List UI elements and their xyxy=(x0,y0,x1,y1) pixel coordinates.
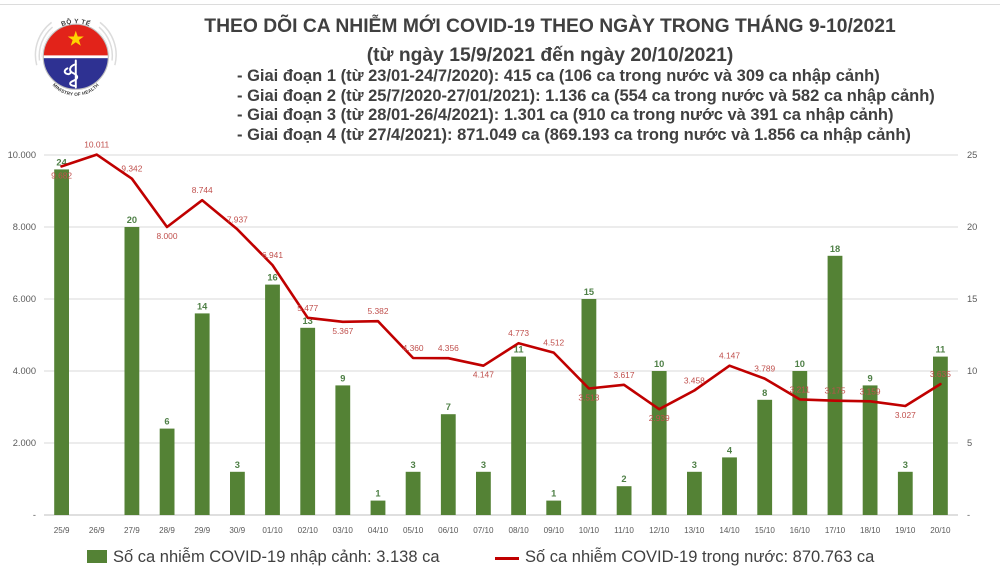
svg-text:16: 16 xyxy=(267,273,277,283)
svg-text:15: 15 xyxy=(967,294,977,304)
svg-text:4: 4 xyxy=(727,445,733,455)
svg-text:27/9: 27/9 xyxy=(124,526,140,535)
svg-text:10/10: 10/10 xyxy=(579,526,600,535)
svg-text:3.027: 3.027 xyxy=(895,410,916,420)
svg-text:19/10: 19/10 xyxy=(895,526,916,535)
svg-text:12/10: 12/10 xyxy=(649,526,670,535)
svg-text:2.000: 2.000 xyxy=(13,438,36,448)
svg-text:18/10: 18/10 xyxy=(860,526,881,535)
svg-text:20/10: 20/10 xyxy=(930,526,951,535)
svg-text:10: 10 xyxy=(967,366,977,376)
svg-text:4.147: 4.147 xyxy=(719,351,740,361)
svg-text:3.159: 3.159 xyxy=(860,386,881,396)
svg-text:4.147: 4.147 xyxy=(473,370,494,380)
svg-text:08/10: 08/10 xyxy=(508,526,529,535)
svg-text:11: 11 xyxy=(935,345,945,355)
svg-text:09/10: 09/10 xyxy=(544,526,565,535)
svg-text:5.477: 5.477 xyxy=(297,303,318,313)
svg-text:4.512: 4.512 xyxy=(543,338,564,348)
svg-text:6.941: 6.941 xyxy=(262,250,283,260)
svg-text:2.939: 2.939 xyxy=(649,413,670,423)
svg-text:10: 10 xyxy=(654,359,664,369)
svg-text:17/10: 17/10 xyxy=(825,526,846,535)
svg-text:07/10: 07/10 xyxy=(473,526,494,535)
svg-text:3: 3 xyxy=(903,460,908,470)
svg-text:4.773: 4.773 xyxy=(508,328,529,338)
svg-text:14: 14 xyxy=(197,301,208,311)
svg-text:1: 1 xyxy=(375,489,380,499)
svg-text:3.458: 3.458 xyxy=(684,376,705,386)
svg-text:3.211: 3.211 xyxy=(790,384,811,394)
svg-text:3.175: 3.175 xyxy=(825,386,846,396)
svg-text:3: 3 xyxy=(235,460,240,470)
svg-text:6.000: 6.000 xyxy=(13,294,36,304)
svg-text:28/9: 28/9 xyxy=(159,526,175,535)
svg-text:03/10: 03/10 xyxy=(333,526,354,535)
svg-text:5.382: 5.382 xyxy=(368,306,389,316)
svg-text:3: 3 xyxy=(481,460,486,470)
svg-text:8.744: 8.744 xyxy=(192,185,213,195)
svg-text:3.635: 3.635 xyxy=(930,369,951,379)
svg-text:05/10: 05/10 xyxy=(403,526,424,535)
svg-text:10.011: 10.011 xyxy=(84,140,109,150)
svg-text:9: 9 xyxy=(340,373,345,383)
svg-text:4.356: 4.356 xyxy=(438,343,459,353)
svg-text:15: 15 xyxy=(584,287,594,297)
svg-text:13/10: 13/10 xyxy=(684,526,705,535)
svg-text:1: 1 xyxy=(551,489,556,499)
svg-text:01/10: 01/10 xyxy=(262,526,283,535)
svg-text:8: 8 xyxy=(762,388,767,398)
svg-text:20: 20 xyxy=(127,215,137,225)
svg-text:9.342: 9.342 xyxy=(121,164,142,174)
svg-text:6: 6 xyxy=(164,417,169,427)
svg-text:26/9: 26/9 xyxy=(89,526,105,535)
svg-text:7.937: 7.937 xyxy=(227,214,248,224)
svg-text:04/10: 04/10 xyxy=(368,526,389,535)
svg-text:30/9: 30/9 xyxy=(229,526,245,535)
svg-text:3: 3 xyxy=(411,460,416,470)
svg-text:14/10: 14/10 xyxy=(719,526,740,535)
svg-text:4.360: 4.360 xyxy=(403,343,424,353)
svg-text:25/9: 25/9 xyxy=(54,526,70,535)
svg-text:-: - xyxy=(967,510,970,520)
svg-text:3.617: 3.617 xyxy=(614,370,635,380)
svg-text:7: 7 xyxy=(446,402,451,412)
svg-text:10.000: 10.000 xyxy=(8,150,36,160)
svg-text:11/10: 11/10 xyxy=(614,526,634,535)
svg-text:06/10: 06/10 xyxy=(438,526,459,535)
svg-text:5.367: 5.367 xyxy=(332,326,353,336)
svg-text:10: 10 xyxy=(795,359,805,369)
svg-text:5: 5 xyxy=(967,438,972,448)
svg-text:18: 18 xyxy=(830,244,840,254)
svg-text:29/9: 29/9 xyxy=(194,526,210,535)
svg-text:-: - xyxy=(33,510,36,520)
svg-text:20: 20 xyxy=(967,222,977,232)
svg-text:9.682: 9.682 xyxy=(51,170,72,180)
svg-text:25: 25 xyxy=(967,150,977,160)
svg-text:8.000: 8.000 xyxy=(157,231,178,241)
svg-text:16/10: 16/10 xyxy=(790,526,811,535)
svg-text:3.513: 3.513 xyxy=(578,393,599,403)
svg-text:3: 3 xyxy=(692,460,697,470)
svg-text:4.000: 4.000 xyxy=(13,366,36,376)
svg-text:8.000: 8.000 xyxy=(13,222,36,232)
svg-text:15/10: 15/10 xyxy=(755,526,776,535)
svg-text:9: 9 xyxy=(868,373,873,383)
svg-text:2: 2 xyxy=(621,474,626,484)
svg-text:02/10: 02/10 xyxy=(298,526,319,535)
svg-text:3.789: 3.789 xyxy=(754,364,775,374)
